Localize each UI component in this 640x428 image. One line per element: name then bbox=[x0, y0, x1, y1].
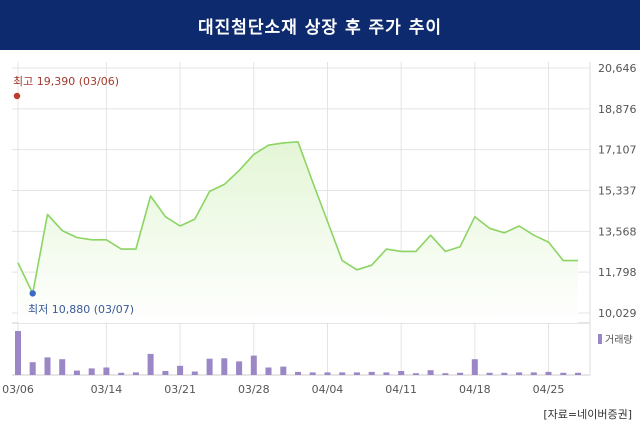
chart-title-bar: 대진첨단소재 상장 후 주가 추이 bbox=[0, 0, 640, 50]
volume-bar bbox=[545, 371, 552, 375]
volume-bar bbox=[383, 372, 390, 375]
low-marker bbox=[29, 290, 36, 297]
volume-bar bbox=[147, 353, 154, 375]
volume-bar bbox=[118, 372, 125, 375]
volume-bar bbox=[191, 371, 198, 375]
volume-bar bbox=[339, 372, 346, 375]
x-tick-label: 04/18 bbox=[459, 383, 491, 396]
volume-bar bbox=[427, 370, 434, 375]
y-tick-label: 18,876 bbox=[598, 103, 637, 116]
volume-bar bbox=[73, 370, 80, 375]
volume-bar bbox=[560, 372, 567, 375]
chart-title: 대진첨단소재 상장 후 주가 추이 bbox=[198, 17, 442, 38]
volume-bar bbox=[353, 372, 360, 375]
volume-bar bbox=[132, 372, 139, 375]
volume-bar bbox=[177, 365, 184, 375]
volume-bar bbox=[442, 373, 449, 375]
volume-bar bbox=[501, 372, 508, 375]
x-tick-label: 04/25 bbox=[533, 383, 565, 396]
volume-bar bbox=[324, 372, 331, 375]
volume-bar bbox=[59, 359, 66, 375]
volume-legend-swatch bbox=[598, 334, 602, 344]
volume-bars: 거래량 bbox=[15, 331, 633, 375]
y-tick-label: 20,646 bbox=[598, 62, 637, 75]
source-note: [자료=네이버증권] bbox=[543, 408, 632, 421]
x-tick-label: 03/28 bbox=[238, 383, 270, 396]
y-tick-label: 10,029 bbox=[598, 307, 637, 320]
volume-bar bbox=[295, 371, 301, 375]
price-line-group bbox=[17, 141, 579, 295]
volume-bar bbox=[412, 373, 419, 375]
volume-bar bbox=[236, 361, 243, 375]
volume-bar bbox=[103, 367, 110, 375]
volume-bar bbox=[44, 357, 51, 375]
volume-bar bbox=[398, 371, 405, 375]
volume-bar bbox=[250, 355, 257, 375]
volume-bar bbox=[516, 372, 523, 375]
volume-bar bbox=[15, 331, 21, 375]
volume-bar bbox=[530, 372, 537, 375]
price-area-fill bbox=[18, 141, 578, 323]
y-tick-label: 13,568 bbox=[598, 225, 637, 238]
y-tick-label: 15,337 bbox=[598, 185, 637, 198]
volume-bar bbox=[368, 371, 375, 375]
x-tick-label: 03/06 bbox=[2, 383, 34, 396]
x-axis: 03/06 03/14 03/21 03/28 04/04 04/11 04/18 04/25 bbox=[2, 383, 564, 396]
x-tick-label: 04/11 bbox=[385, 383, 417, 396]
high-label: 최고 19,390 (03/06) bbox=[13, 75, 119, 88]
y-axis: 20,646 18,876 17,107 15,337 13,568 11,798 10,0… bbox=[598, 62, 637, 320]
volume-bar bbox=[457, 372, 464, 375]
y-tick-label: 11,798 bbox=[598, 266, 637, 279]
x-tick-label: 03/14 bbox=[91, 383, 123, 396]
volume-bar bbox=[280, 366, 287, 375]
volume-bar bbox=[265, 367, 272, 375]
volume-bar bbox=[29, 362, 36, 375]
low-label: 최저 10,880 (03/07) bbox=[28, 303, 134, 316]
volume-bar bbox=[206, 358, 213, 375]
volume-bar bbox=[309, 372, 316, 375]
y-tick-label: 17,107 bbox=[598, 144, 637, 157]
volume-bar bbox=[486, 372, 493, 375]
x-tick-label: 03/21 bbox=[164, 383, 196, 396]
volume-bar bbox=[575, 372, 581, 375]
price-area bbox=[18, 141, 578, 323]
volume-bar bbox=[471, 359, 478, 375]
extreme-markers: 최고 19,390 (03/06) 최저 10,880 (03/07) bbox=[13, 75, 134, 316]
high-marker bbox=[13, 92, 21, 100]
volume-legend-label: 거래량 bbox=[605, 334, 633, 346]
volume-bar bbox=[162, 371, 169, 375]
volume-bar bbox=[221, 358, 228, 375]
volume-bar bbox=[88, 368, 95, 375]
x-tick-label: 04/04 bbox=[312, 383, 344, 396]
stock-price-chart: 20,646 18,876 17,107 15,337 13,568 11,798 10,0… bbox=[2, 62, 637, 396]
